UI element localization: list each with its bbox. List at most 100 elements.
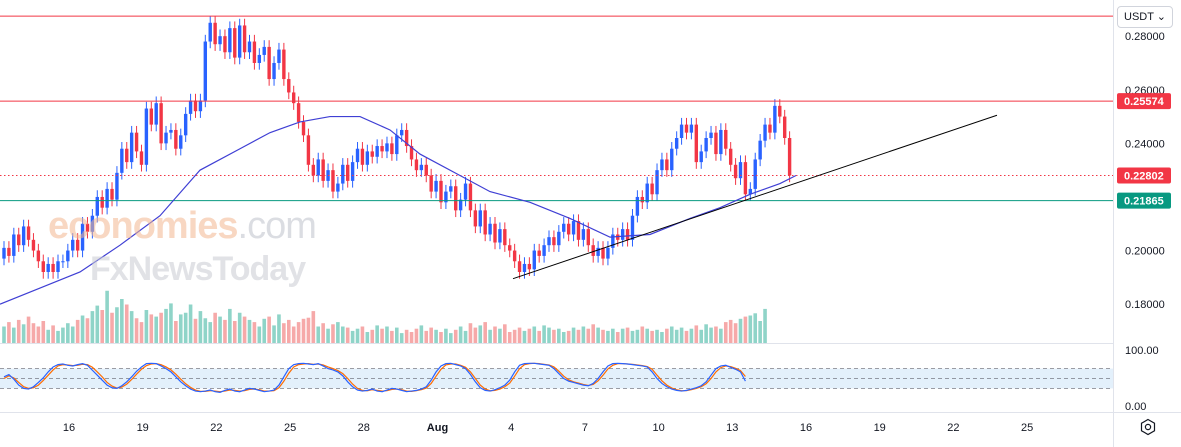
candle-body bbox=[2, 247, 6, 259]
candle-body bbox=[218, 36, 222, 45]
volume-bar bbox=[640, 326, 645, 343]
volume-bar bbox=[723, 322, 728, 343]
moving-average-line bbox=[0, 115, 797, 305]
volume-bar bbox=[159, 312, 163, 343]
candle-body bbox=[129, 132, 134, 163]
volume-bar bbox=[552, 329, 556, 343]
volume-bar bbox=[758, 321, 762, 343]
volume-bar bbox=[498, 328, 502, 343]
candle-body bbox=[149, 108, 153, 125]
candle-body bbox=[773, 105, 777, 133]
volume-bar bbox=[257, 326, 262, 343]
volume-bar bbox=[237, 312, 242, 343]
volume-bar bbox=[56, 330, 60, 343]
candle-body bbox=[709, 132, 713, 139]
candle-body bbox=[463, 183, 468, 200]
price-pane bbox=[2, 16, 792, 279]
volume-bar bbox=[144, 310, 149, 343]
candle-body bbox=[468, 183, 473, 211]
candle-body bbox=[296, 103, 301, 122]
candle-body bbox=[655, 170, 659, 195]
chart-overlays bbox=[0, 15, 1113, 305]
volume-bar bbox=[542, 325, 546, 343]
volume-bar bbox=[321, 323, 325, 343]
volume-bar bbox=[699, 329, 704, 343]
candle-body bbox=[169, 129, 173, 133]
price-tick-label: 0.18000 bbox=[1125, 299, 1165, 311]
candle-body bbox=[46, 263, 50, 272]
volume-bar bbox=[576, 329, 581, 343]
volume-bar bbox=[178, 314, 183, 343]
volume-bar bbox=[355, 328, 360, 343]
candle-body bbox=[542, 245, 546, 256]
price-level-badge bbox=[1117, 192, 1171, 209]
volume-bar bbox=[21, 324, 26, 343]
volume-bar bbox=[733, 323, 738, 343]
candle-body bbox=[159, 103, 163, 144]
candle-body bbox=[571, 221, 576, 235]
volume-bar bbox=[375, 325, 379, 343]
volume-bar bbox=[316, 326, 321, 343]
volume-bar bbox=[571, 327, 576, 343]
volume-bar bbox=[763, 308, 767, 343]
candle-body bbox=[458, 199, 463, 211]
volume-bar bbox=[31, 323, 36, 343]
volume-bar bbox=[537, 330, 541, 343]
candle-body bbox=[400, 129, 404, 136]
candle-body bbox=[439, 180, 443, 203]
candle-body bbox=[630, 215, 635, 240]
volume-bar bbox=[311, 311, 316, 343]
candle-body bbox=[419, 164, 424, 171]
candle-body bbox=[56, 261, 60, 272]
candle-body bbox=[581, 229, 586, 240]
candle-body bbox=[625, 229, 630, 240]
time-tick-label: 13 bbox=[726, 422, 738, 434]
candle-body bbox=[203, 41, 208, 101]
candle-body bbox=[385, 143, 389, 152]
candle-body bbox=[517, 261, 522, 272]
volume-bar bbox=[503, 324, 507, 343]
volume-bar bbox=[409, 332, 414, 343]
price-level-label: 0.21865 bbox=[1124, 196, 1164, 208]
candle-body bbox=[311, 164, 316, 176]
volume-bar bbox=[218, 316, 222, 343]
candle-body bbox=[375, 146, 379, 157]
candle-body bbox=[508, 245, 512, 251]
candle-body bbox=[562, 223, 566, 232]
candle-body bbox=[223, 36, 227, 53]
candle-body bbox=[409, 146, 414, 160]
volume-bar bbox=[714, 326, 718, 343]
volume-bar bbox=[169, 303, 173, 343]
candle-body bbox=[183, 113, 188, 136]
volume-bar bbox=[66, 323, 70, 343]
candle-body bbox=[144, 108, 149, 165]
candle-body bbox=[719, 129, 723, 155]
volume-bar bbox=[414, 328, 419, 343]
time-tick-label: Aug bbox=[427, 422, 448, 434]
candle-body bbox=[346, 164, 350, 181]
candle-body bbox=[233, 28, 237, 58]
volume-bar bbox=[100, 310, 104, 343]
settings-icon[interactable] bbox=[1139, 418, 1157, 436]
volume-bar bbox=[419, 325, 424, 343]
volume-bar bbox=[51, 325, 55, 343]
volume-bar bbox=[748, 315, 753, 343]
candle-body bbox=[640, 196, 644, 203]
volume-bar bbox=[105, 290, 109, 343]
candle-body bbox=[85, 223, 90, 232]
volume-bar bbox=[110, 312, 114, 343]
volume-bar bbox=[615, 332, 620, 343]
candle-body bbox=[512, 250, 517, 262]
candle-body bbox=[12, 234, 16, 256]
candle-body bbox=[267, 46, 271, 80]
candle-body bbox=[301, 121, 306, 136]
candle-body bbox=[724, 129, 728, 149]
candle-body bbox=[620, 229, 625, 240]
volume-bar bbox=[41, 321, 46, 343]
time-tick-label: 25 bbox=[284, 422, 296, 434]
volume-bar bbox=[753, 313, 758, 343]
currency-dropdown[interactable]: USDT ⌄ bbox=[1117, 6, 1173, 28]
candle-body bbox=[193, 100, 198, 112]
candle-body bbox=[498, 229, 502, 243]
